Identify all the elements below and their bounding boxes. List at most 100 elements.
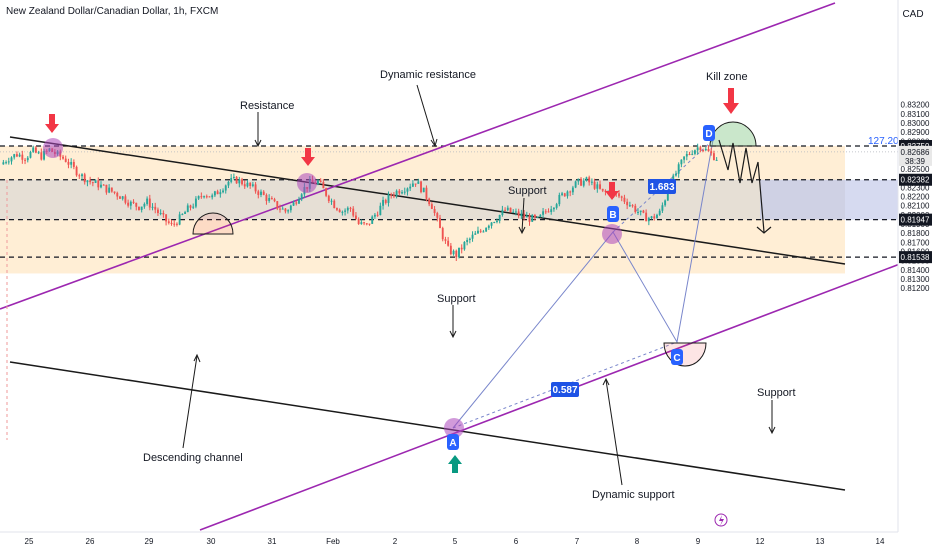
candle-body — [447, 240, 450, 246]
point-badge-bg — [447, 434, 459, 450]
candle-body — [34, 147, 37, 153]
y-tick-label: 0.81200 — [901, 284, 930, 293]
candle-body — [409, 186, 412, 189]
annotation-support-middle: Support — [437, 293, 476, 305]
candle-body — [387, 194, 390, 203]
candle-body — [544, 211, 547, 213]
candle-body — [449, 245, 452, 255]
candle-body — [520, 213, 523, 216]
candle-body — [15, 154, 18, 157]
candle-body — [460, 247, 463, 250]
candle-body — [97, 180, 100, 188]
candle-body — [230, 177, 233, 182]
candle-body — [300, 194, 303, 200]
candle-body — [477, 230, 479, 234]
candle-body — [124, 196, 127, 203]
candle-body — [653, 216, 656, 219]
annotation-support-upper: Support — [508, 185, 547, 197]
candle-body — [623, 197, 626, 202]
descending-channel-upper-line[interactable] — [9, 136, 846, 265]
time-axis[interactable]: 25 26 29 30 31 Feb 2 5 6 7 8 9 12 13 14 — [0, 531, 932, 550]
candle-body — [688, 153, 691, 155]
price-axis[interactable]: CAD 0.832000.831000.830000.829000.828000… — [897, 0, 932, 550]
candle-body — [550, 209, 553, 213]
candle-body — [417, 181, 420, 184]
candle-body — [249, 182, 252, 186]
candle-body — [365, 223, 368, 225]
candle-body — [70, 162, 73, 165]
fib-extension-label: 127.20% — [868, 136, 908, 147]
annotation-dynamic-resistance: Dynamic resistance — [380, 69, 476, 81]
candle-body — [455, 250, 458, 258]
candle-body — [471, 234, 474, 239]
x-tick-label: 14 — [876, 537, 885, 546]
candle-body — [197, 196, 200, 199]
candle-body — [425, 187, 428, 199]
descending-channel-lower-line[interactable] — [9, 361, 846, 491]
candle-body — [175, 223, 178, 225]
pointer-arrowhead — [602, 377, 610, 386]
candle-body — [683, 156, 686, 160]
events-icon[interactable] — [714, 513, 728, 527]
candle-body — [677, 164, 680, 174]
candle-body — [618, 193, 620, 197]
pointer-arrowhead — [768, 426, 776, 435]
blue-target-zone — [760, 179, 900, 220]
red-down-arrow-icon — [45, 114, 59, 133]
candle-body — [170, 222, 173, 224]
candle-body — [140, 206, 143, 210]
pointer-line-dynamic-support — [605, 379, 623, 486]
y-tick-label: 0.82900 — [901, 128, 930, 137]
x-tick-label: 12 — [756, 537, 765, 546]
candle-body — [382, 199, 385, 206]
price-tag-label: 0.81947 — [901, 216, 930, 225]
pointer-line-descending-channel — [182, 355, 198, 449]
point-label-b: B — [609, 210, 616, 221]
candle-body — [558, 194, 561, 205]
x-tick-label: 6 — [514, 537, 519, 546]
candle-body — [29, 151, 32, 158]
candle-body — [422, 187, 425, 193]
candle-body — [113, 191, 116, 193]
annotation-resistance: Resistance — [240, 100, 294, 112]
candle-body — [32, 147, 35, 152]
ratio-badge-bg — [648, 179, 676, 194]
dynamic-resistance-line[interactable] — [0, 2, 836, 310]
candle-body — [523, 213, 526, 218]
candle-body — [645, 212, 648, 222]
candle-body — [75, 166, 78, 176]
candle-body — [24, 159, 27, 161]
candle-body — [699, 147, 702, 151]
annotation-kill-zone: Kill zone — [706, 71, 748, 83]
candle-body — [238, 179, 241, 184]
candle-body — [251, 184, 254, 186]
resistance-semicircle — [192, 212, 234, 235]
x-tick-label: 5 — [453, 537, 458, 546]
x-tick-label: 13 — [816, 537, 825, 546]
y-tick-label: 0.81400 — [901, 266, 930, 275]
candle-body — [178, 214, 181, 225]
green-up-arrow-icon — [448, 455, 462, 473]
candle-body — [506, 207, 509, 211]
x-tick-label: 7 — [575, 537, 580, 546]
candle-body — [504, 209, 507, 211]
candle-body — [154, 206, 157, 210]
candle-body — [368, 223, 371, 225]
candle-body — [94, 180, 97, 183]
candle-body — [512, 211, 515, 213]
abcd-pattern-line — [452, 139, 714, 429]
candle-body — [639, 210, 642, 212]
candle-body — [243, 184, 246, 187]
candle-body — [86, 180, 89, 183]
candle-body — [715, 159, 718, 161]
candle-body — [43, 150, 45, 160]
candle-body — [273, 199, 276, 202]
candle-body — [601, 188, 604, 191]
candle-body — [159, 213, 162, 215]
candle-body — [569, 191, 572, 193]
y-tick-label: 0.82500 — [901, 165, 930, 174]
candle-body — [628, 205, 631, 207]
candle-body — [284, 208, 287, 212]
x-tick-label: 2 — [393, 537, 398, 546]
